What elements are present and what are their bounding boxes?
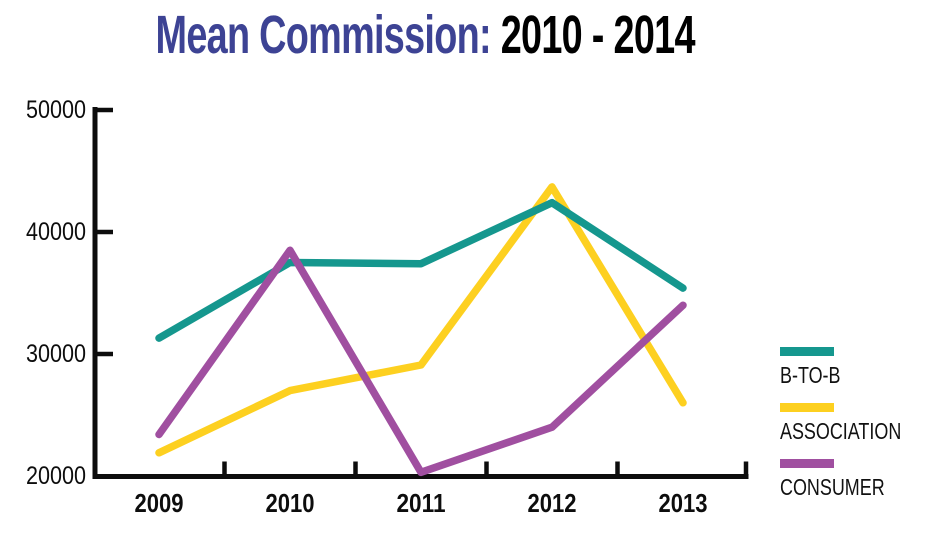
chart-title-range: 2010 - 2014	[500, 5, 696, 65]
x-axis-label: 2012	[528, 488, 577, 518]
chart-title: Mean Commission: 2010 - 2014	[0, 5, 850, 65]
legend-swatch-association	[780, 403, 834, 412]
legend-label-association: ASSOCIATION	[780, 418, 902, 444]
legend-label-b-to-b: B-TO-B	[780, 362, 841, 388]
y-axis-label: 50000	[26, 96, 86, 124]
chart-legend: B-TO-B ASSOCIATION CONSUMER	[780, 347, 940, 515]
x-axis-label: 2011	[397, 488, 446, 518]
legend-swatch-consumer	[780, 459, 834, 468]
axis-lines	[92, 107, 749, 479]
chart-title-prefix: Mean Commission:	[155, 5, 491, 65]
y-axis-label: 40000	[26, 218, 86, 246]
y-axis-label: 30000	[26, 340, 86, 368]
chart-title-line: Mean Commission: 2010 - 2014	[155, 5, 696, 65]
x-axis-label: 2013	[659, 488, 708, 518]
series-line-consumer	[155, 246, 687, 477]
series-line-b-to-b	[155, 198, 687, 342]
legend-item-association: ASSOCIATION	[780, 403, 940, 459]
x-axis-label: 2009	[135, 488, 184, 518]
legend-item-consumer: CONSUMER	[780, 459, 940, 515]
series-line-association	[155, 183, 687, 457]
x-axis-label: 2010	[266, 488, 315, 518]
legend-item-b-to-b: B-TO-B	[780, 347, 940, 403]
legend-swatch-b-to-b	[780, 347, 834, 356]
legend-label-consumer: CONSUMER	[780, 474, 885, 500]
y-axis-label: 20000	[26, 462, 86, 490]
